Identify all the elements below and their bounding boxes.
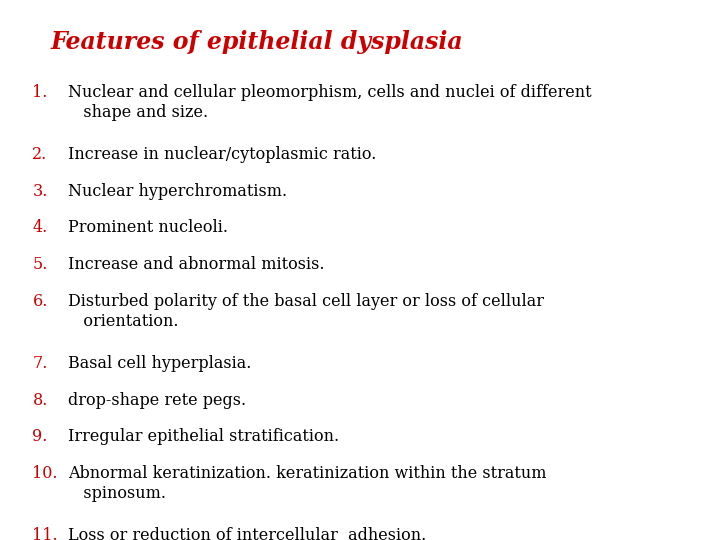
Text: Nuclear hyperchromatism.: Nuclear hyperchromatism. [68,183,287,199]
Text: Disturbed polarity of the basal cell layer or loss of cellular
   orientation.: Disturbed polarity of the basal cell lay… [68,293,544,330]
Text: 1.: 1. [32,84,48,100]
Text: 11.: 11. [32,527,58,540]
Text: 3.: 3. [32,183,48,199]
Text: Prominent nucleoli.: Prominent nucleoli. [68,219,228,236]
Text: 7.: 7. [32,355,48,372]
Text: Loss or reduction of intercellular  adhesion.: Loss or reduction of intercellular adhes… [68,527,427,540]
Text: 4.: 4. [32,219,48,236]
Text: Basal cell hyperplasia.: Basal cell hyperplasia. [68,355,252,372]
Text: Features of epithelial dysplasia: Features of epithelial dysplasia [50,30,463,53]
Text: Nuclear and cellular pleomorphism, cells and nuclei of different
   shape and si: Nuclear and cellular pleomorphism, cells… [68,84,592,121]
Text: 9.: 9. [32,428,48,445]
Text: 10.: 10. [32,465,58,482]
Text: Increase and abnormal mitosis.: Increase and abnormal mitosis. [68,256,325,273]
Text: Irregular epithelial stratification.: Irregular epithelial stratification. [68,428,340,445]
Text: drop-shape rete pegs.: drop-shape rete pegs. [68,392,246,408]
Text: 6.: 6. [32,293,48,309]
Text: 2.: 2. [32,146,48,163]
Text: 5.: 5. [32,256,48,273]
Text: 8.: 8. [32,392,48,408]
Text: Increase in nuclear/cytoplasmic ratio.: Increase in nuclear/cytoplasmic ratio. [68,146,377,163]
Text: Abnormal keratinization. keratinization within the stratum
   spinosum.: Abnormal keratinization. keratinization … [68,465,547,502]
